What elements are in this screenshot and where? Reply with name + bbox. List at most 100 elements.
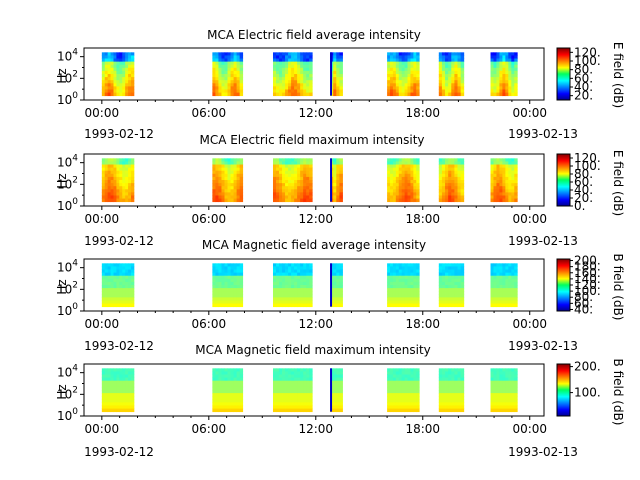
spectrogram-cell xyxy=(309,77,313,81)
spectrogram-cell xyxy=(401,167,406,172)
spectrogram-cell xyxy=(227,86,231,90)
spectrogram-cell xyxy=(230,186,234,190)
spectrogram-cell xyxy=(438,77,443,81)
spectrogram-cell xyxy=(218,266,222,270)
spectrogram-cell xyxy=(387,158,391,162)
spectrogram-cell xyxy=(407,86,411,90)
spectrogram-cell xyxy=(212,393,216,397)
spectrogram-cell xyxy=(291,263,295,267)
spectrogram-cell xyxy=(303,377,307,382)
spectrogram-cell xyxy=(125,402,129,406)
x-tick-label: 06:00 xyxy=(192,422,227,436)
spectrogram-cell xyxy=(387,285,391,289)
spectrogram-cell xyxy=(101,198,106,203)
spectrogram-cell xyxy=(297,263,301,267)
spectrogram-cell xyxy=(285,189,289,193)
plot-background xyxy=(84,364,544,416)
spectrogram-cell xyxy=(110,272,114,277)
spectrogram-cell xyxy=(511,70,515,75)
spectrogram-cell xyxy=(445,186,449,190)
spectrogram-cell xyxy=(387,89,391,93)
spectrogram-cell xyxy=(451,183,455,187)
spectrogram-cell xyxy=(410,272,414,277)
spectrogram-cell xyxy=(221,158,225,162)
spectrogram-cell xyxy=(288,70,292,75)
spectrogram-cell xyxy=(227,180,231,184)
spectrogram-cell xyxy=(333,402,337,406)
spectrogram-cell xyxy=(101,275,106,280)
spectrogram-cell xyxy=(490,70,494,75)
spectrogram-cell xyxy=(438,192,443,196)
spectrogram-cell xyxy=(306,167,310,172)
spectrogram-cell xyxy=(390,393,394,397)
spectrogram-cell xyxy=(282,266,286,270)
spectrogram-cell xyxy=(297,303,301,308)
spectrogram-cell xyxy=(116,272,120,277)
spectrogram-cell xyxy=(438,161,443,165)
spectrogram-cell xyxy=(438,390,443,394)
spectrogram-cell xyxy=(511,52,515,56)
spectrogram-cell xyxy=(279,186,283,190)
spectrogram-cell xyxy=(336,399,340,403)
spectrogram-cell xyxy=(416,77,420,81)
spectrogram-cell xyxy=(279,383,283,388)
spectrogram-cell xyxy=(218,272,222,277)
spectrogram-cell xyxy=(502,386,506,391)
spectrogram-cell xyxy=(306,183,310,187)
spectrogram-cell xyxy=(288,263,292,267)
colorbar-tick-label: 140. xyxy=(574,272,601,286)
spectrogram-cell xyxy=(499,158,503,162)
spectrogram-cell xyxy=(398,89,403,93)
spectrogram-cell xyxy=(413,300,417,304)
spectrogram-cell xyxy=(502,380,506,385)
spectrogram-cell xyxy=(288,52,292,56)
spectrogram-cell xyxy=(454,408,458,413)
spectrogram-cell xyxy=(116,77,120,81)
spectrogram-segment xyxy=(438,158,465,203)
spectrogram-cell xyxy=(404,285,408,289)
spectrogram-cell xyxy=(410,269,414,274)
spectrogram-cell xyxy=(303,399,307,403)
spectrogram-edge xyxy=(330,158,333,202)
spectrogram-cell xyxy=(288,164,292,169)
spectrogram-cell xyxy=(502,92,506,97)
spectrogram-cell xyxy=(110,396,114,400)
spectrogram-cell xyxy=(119,377,123,382)
spectrogram-cell xyxy=(413,61,417,66)
spectrogram-cell xyxy=(460,380,465,385)
spectrogram-cell xyxy=(215,192,219,196)
spectrogram-cell xyxy=(239,55,244,59)
spectrogram-cell xyxy=(451,402,455,406)
spectrogram-cell xyxy=(502,272,506,277)
spectrogram-cell xyxy=(398,92,403,97)
spectrogram-cell xyxy=(460,183,465,187)
spectrogram-cell xyxy=(279,275,283,280)
spectrogram-cell xyxy=(306,64,310,69)
spectrogram-cell xyxy=(404,170,408,175)
spectrogram-cell xyxy=(441,173,446,178)
spectrogram-cell xyxy=(288,393,292,397)
spectrogram-cell xyxy=(333,195,337,199)
spectrogram-cell xyxy=(339,263,343,267)
spectrogram-cell xyxy=(116,396,120,400)
spectrogram-cell xyxy=(502,396,506,400)
spectrogram-cell xyxy=(272,390,277,394)
spectrogram-cell xyxy=(303,86,307,90)
spectrogram-cell xyxy=(333,158,337,162)
spectrogram-cell xyxy=(107,52,111,56)
spectrogram-cell xyxy=(387,368,391,372)
spectrogram-cell xyxy=(110,192,114,196)
spectrogram-cell xyxy=(511,80,515,84)
spectrogram-cell xyxy=(300,281,304,286)
spectrogram-cell xyxy=(285,64,289,69)
spectrogram-cell xyxy=(493,189,497,193)
spectrogram-cell xyxy=(448,64,452,69)
spectrogram-cell xyxy=(125,380,129,385)
colorbar-tick-label: 60. xyxy=(574,175,593,189)
spectrogram-cell xyxy=(309,180,313,184)
spectrogram-cell xyxy=(272,396,277,400)
colorbar-label: B field (dB) xyxy=(611,254,625,321)
spectrogram-cell xyxy=(104,371,109,375)
spectrogram-cell xyxy=(294,89,298,93)
spectrogram-cell xyxy=(451,408,455,413)
